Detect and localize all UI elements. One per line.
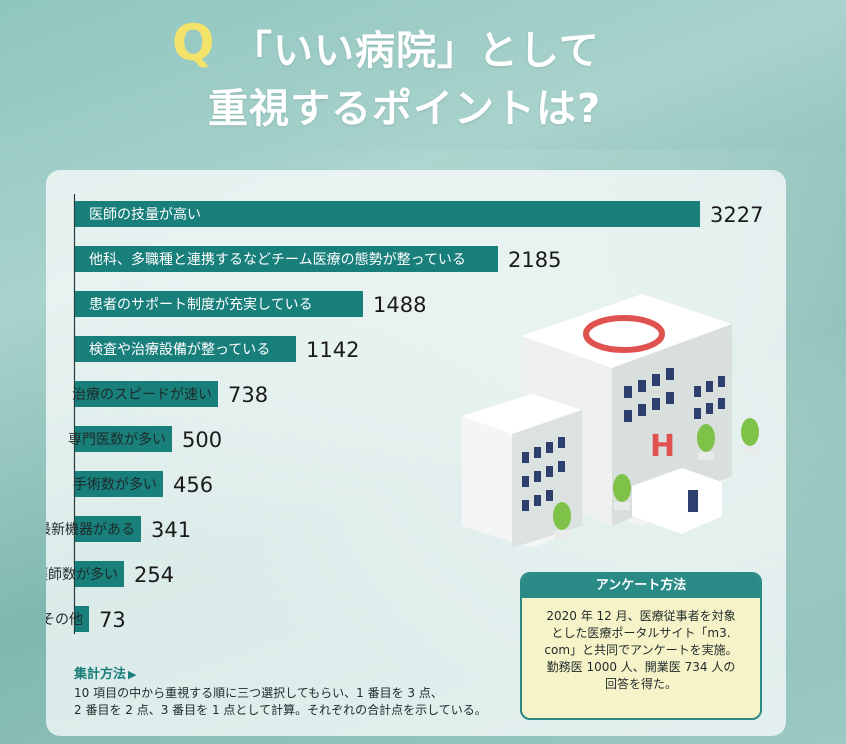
bar-label-9: その他	[46, 612, 83, 628]
survey-line-1: 2020 年 12 月、医療従事者を対象	[546, 609, 736, 623]
bar-value-0: 3227	[710, 203, 763, 227]
bar-1	[75, 246, 498, 272]
tally-method-title-text: 集計方法	[74, 667, 127, 682]
title-line-2: 重視するポイントは?	[208, 86, 602, 132]
bar-value-8: 254	[134, 563, 174, 587]
tally-method-line-1: 10 項目の中から重視する順に三つ選択してもらい、1 番目を 3 点、	[74, 686, 443, 700]
hospital-illustration: H	[402, 276, 782, 580]
svg-text:H: H	[650, 429, 675, 464]
survey-title: アンケート方法	[522, 574, 760, 598]
bar-label-4: 治療のスピードが速い	[72, 386, 212, 403]
bar-label-1: 他科、多職種と連携するなどチーム医療の態勢が整っている	[89, 251, 466, 268]
tally-method-title: 集計方法 ▶	[74, 666, 514, 683]
bar-value-7: 341	[151, 518, 191, 542]
headline: Q 「いい病院」として 重視するポイントは?	[0, 0, 846, 170]
tally-method-line-2: 2 番目を 2 点、3 番目を 1 点として計算。それぞれの合計点を示している。	[74, 703, 487, 717]
bar-label-7: 最新機器がある	[46, 522, 135, 538]
bar-3	[75, 336, 296, 362]
survey-line-3: com」と共同でアンケートを実施。	[544, 643, 738, 657]
bar-value-5: 500	[182, 428, 222, 452]
bar-8	[75, 561, 124, 587]
bar-4	[75, 381, 218, 407]
survey-line-2: とした医療ポータルサイト「m3.	[551, 626, 731, 640]
bar-2	[75, 291, 363, 317]
bar-9	[75, 606, 89, 632]
hospital-building-icon: H	[462, 294, 759, 548]
bar-value-1: 2185	[508, 248, 561, 272]
bar-label-6: 手術数が多い	[73, 476, 157, 493]
chart-panel: 医師の技量が高い 3227 他科、多職種と連携するなどチーム医療の態勢が整っている 2…	[46, 170, 786, 736]
bar-label-3: 検査や治療設備が整っている	[89, 341, 270, 358]
tally-method: 集計方法 ▶ 10 項目の中から重視する順に三つ選択してもらい、1 番目を 3 点…	[74, 666, 514, 719]
bar-value-6: 456	[173, 473, 213, 497]
bar-7	[75, 516, 141, 542]
survey-line-5: 回答を得た。	[604, 677, 677, 691]
bar-label-8: 看護師数が多い	[46, 566, 118, 583]
bar-value-3: 1142	[306, 338, 359, 362]
title-line-1: 「いい病院」として	[232, 28, 600, 74]
bar-label-5: 専門医数が多い	[68, 431, 166, 448]
bar-label-0: 医師の技量が高い	[89, 206, 201, 223]
survey-line-4: 勤務医 1000 人、開業医 734 人の	[546, 660, 736, 674]
bar-chart: 医師の技量が高い 3227 他科、多職種と連携するなどチーム医療の態勢が整っている 2…	[46, 194, 763, 634]
survey-text: 2020 年 12 月、医療従事者を対象 とした医療ポータルサイト「m3. co…	[522, 598, 760, 693]
bar-value-9: 73	[99, 608, 126, 632]
bar-0	[75, 201, 700, 227]
bar-5	[75, 426, 172, 452]
survey-method-box: アンケート方法 2020 年 12 月、医療従事者を対象 とした医療ポータルサイ…	[520, 572, 762, 720]
triangle-right-icon: ▶	[128, 668, 137, 681]
bar-6	[75, 471, 163, 497]
q-mark: Q	[172, 14, 215, 72]
bar-value-2: 1488	[373, 293, 426, 317]
bar-label-2: 患者のサポート制度が充実している	[89, 297, 313, 313]
bar-value-4: 738	[228, 383, 268, 407]
